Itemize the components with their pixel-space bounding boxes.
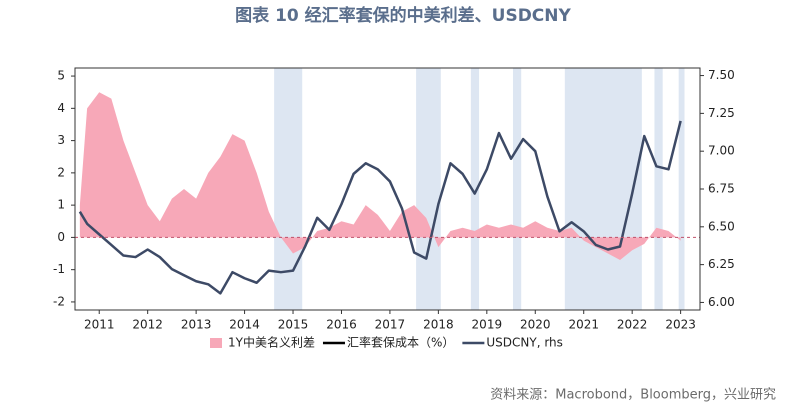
y-tick-label: 5 xyxy=(57,69,65,83)
source-note: 资料来源：Macrobond，Bloomberg，兴业研究 xyxy=(490,388,776,403)
x-tick-label: 2013 xyxy=(181,318,212,332)
x-tick-label: 2014 xyxy=(229,318,260,332)
legend-label: 1Y中美名义利差 xyxy=(228,335,315,350)
x-tick-label: 2021 xyxy=(568,318,599,332)
legend-label: USDCNY, rhs xyxy=(486,336,563,350)
shaded-period xyxy=(512,68,522,310)
y-tick-label: 3 xyxy=(57,133,65,147)
y-tick-label: 2 xyxy=(57,165,65,179)
y-tick-label: -1 xyxy=(53,262,65,276)
x-tick-label: 2011 xyxy=(84,318,115,332)
x-tick-label: 2022 xyxy=(617,318,648,332)
y-tick-label: 4 xyxy=(57,101,65,115)
legend-swatch xyxy=(210,338,222,348)
legend-label: 汇率套保成本（%） xyxy=(347,335,454,350)
shaded-period xyxy=(564,68,642,310)
shaded-period xyxy=(470,68,480,310)
x-tick-label: 2018 xyxy=(423,318,454,332)
x-tick-label: 2019 xyxy=(472,318,503,332)
y2-tick-label: 6.75 xyxy=(708,182,735,196)
y-tick-label: 0 xyxy=(57,230,65,244)
x-tick-label: 2020 xyxy=(520,318,551,332)
y2-tick-label: 7.50 xyxy=(708,68,735,82)
x-tick-label: 2023 xyxy=(665,318,696,332)
y2-tick-label: 6.00 xyxy=(708,295,735,309)
x-tick-label: 2016 xyxy=(326,318,357,332)
chart-title: 图表 10 经汇率套保的中美利差、USDCNY xyxy=(235,5,571,26)
shaded-period xyxy=(654,68,663,310)
spread-area xyxy=(79,92,681,260)
series-line xyxy=(78,120,682,295)
y2-tick-label: 7.00 xyxy=(708,144,735,158)
y-tick-label: 1 xyxy=(57,198,65,212)
x-tick-label: 2012 xyxy=(132,318,163,332)
y2-tick-label: 6.50 xyxy=(708,219,735,233)
shaded-period xyxy=(274,68,303,310)
x-tick-label: 2017 xyxy=(375,318,406,332)
y-tick-label: -2 xyxy=(53,294,65,308)
shaded-period xyxy=(678,68,685,310)
x-tick-label: 2015 xyxy=(278,318,309,332)
shaded-period xyxy=(416,68,441,310)
y2-tick-label: 7.25 xyxy=(708,106,735,120)
y2-tick-label: 6.25 xyxy=(708,257,735,271)
